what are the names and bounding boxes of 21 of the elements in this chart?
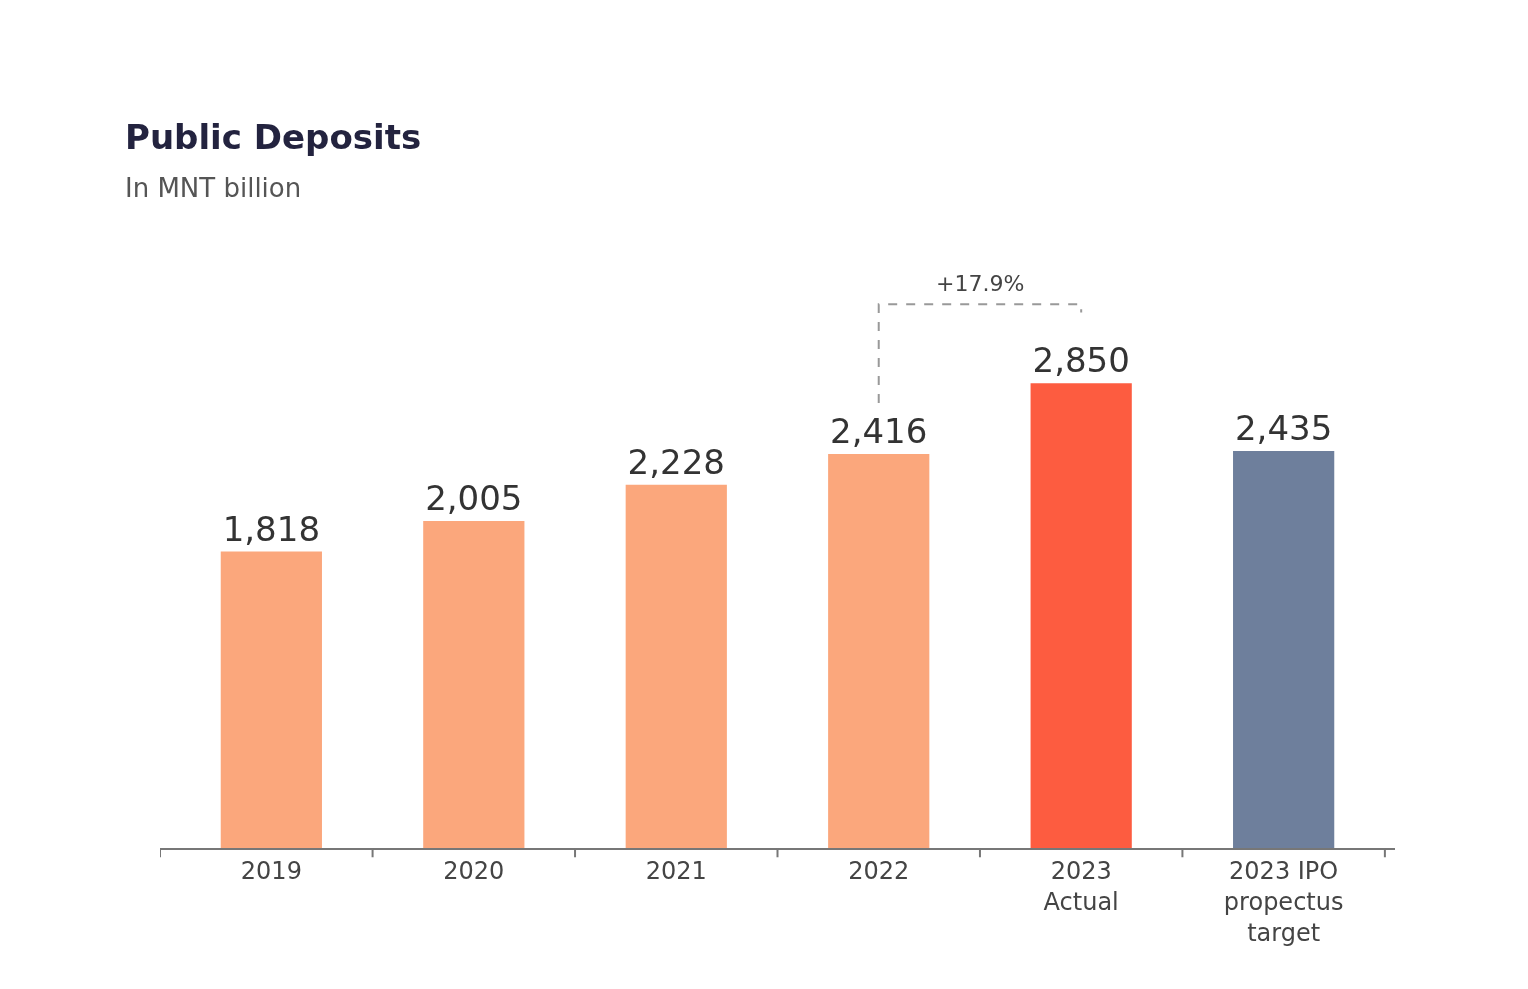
bar — [1030, 383, 1132, 848]
data-label: 2,228 — [627, 441, 725, 482]
data-label: 2,416 — [830, 411, 928, 452]
x-tick-label: 2020 — [443, 856, 505, 885]
bar — [1233, 451, 1335, 848]
bar — [220, 551, 322, 848]
text: +17.9% — [936, 271, 1025, 296]
bar — [423, 521, 525, 848]
x-tick-label: 2019 — [240, 856, 302, 885]
chart-subtitle: In MNT billion — [125, 173, 302, 203]
chart-title: Public Deposits — [125, 117, 422, 157]
data-label: 2,435 — [1234, 408, 1333, 448]
data-label: 2,005 — [425, 478, 523, 519]
data-label: 2,850 — [1032, 340, 1130, 381]
x-tick-label: 2021 — [645, 856, 707, 885]
data-label: 1,818 — [222, 508, 321, 549]
x-tick-label: 2023 Actual — [1043, 856, 1119, 916]
bar — [625, 484, 727, 848]
bar — [828, 454, 930, 848]
x-tick-label: 2022 — [848, 856, 910, 885]
x-tick-label: 2023 IPO propectus target — [1223, 856, 1344, 948]
